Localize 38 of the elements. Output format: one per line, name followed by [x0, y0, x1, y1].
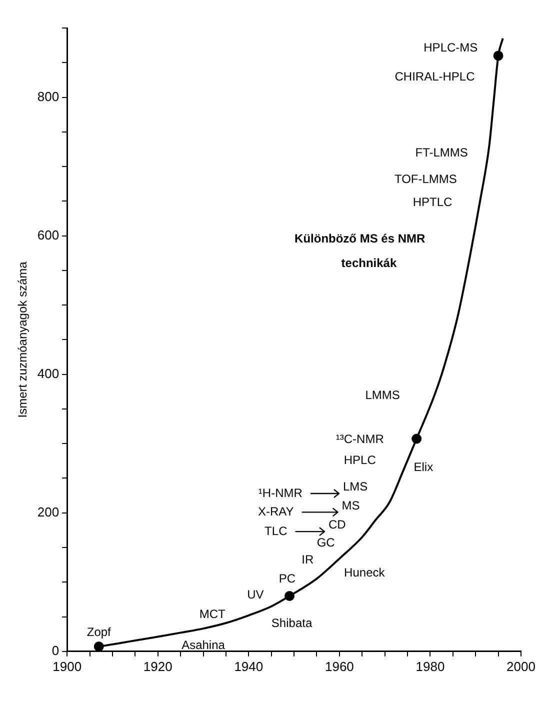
annotation: TOF-LMMS	[394, 172, 457, 186]
annotation: PC	[278, 572, 296, 586]
annotation: Shibata	[271, 616, 312, 630]
annotation: Elix	[414, 460, 434, 474]
annotation: FT-LMMS	[415, 146, 468, 160]
y-tick-label: 800	[37, 88, 60, 104]
annotation: TLC	[264, 524, 288, 538]
y-tick-label: 400	[37, 366, 60, 381]
annotation: ¹H-NMR	[258, 486, 303, 500]
x-tick-label: 1900	[52, 658, 82, 674]
x-tick-label: 1920	[143, 658, 172, 674]
annotation: X-RAY	[258, 504, 294, 518]
annotation: ¹³C-NMR	[336, 432, 384, 446]
annotation: CD	[328, 518, 346, 532]
annotation: CHIRAL-HPLC	[394, 69, 476, 84]
annotation: HPTLC	[412, 194, 452, 209]
x-tick-label: 1940	[234, 658, 264, 674]
x-tick-label: 1980	[416, 658, 445, 674]
annotation: GC	[316, 536, 336, 550]
y-tick-label: 200	[37, 504, 60, 520]
annotation: LMS	[342, 480, 368, 494]
y-axis-title: Ismert zuzmóanyagok száma	[16, 261, 30, 418]
annotation: UV	[247, 588, 264, 602]
x-tick-label: 1960	[324, 658, 354, 674]
annotation: Zopf	[86, 625, 112, 640]
annotation: MCT	[199, 607, 226, 621]
y-tick-label: 600	[37, 227, 60, 242]
annotation: Huneck	[344, 565, 386, 580]
annotation: LMMS	[365, 388, 400, 402]
annotation: Különböző MS és NMR	[294, 232, 426, 246]
annotation: Asahina	[182, 638, 226, 652]
x-tick-label: 2000	[506, 658, 536, 674]
annotation: HPLC	[344, 453, 376, 468]
annotation: IR	[302, 552, 314, 566]
annotation: technikák	[341, 256, 397, 270]
y-tick-label: 0	[52, 642, 60, 658]
annotation: HPLC-MS	[424, 40, 478, 54]
annotation: MS	[342, 498, 360, 512]
